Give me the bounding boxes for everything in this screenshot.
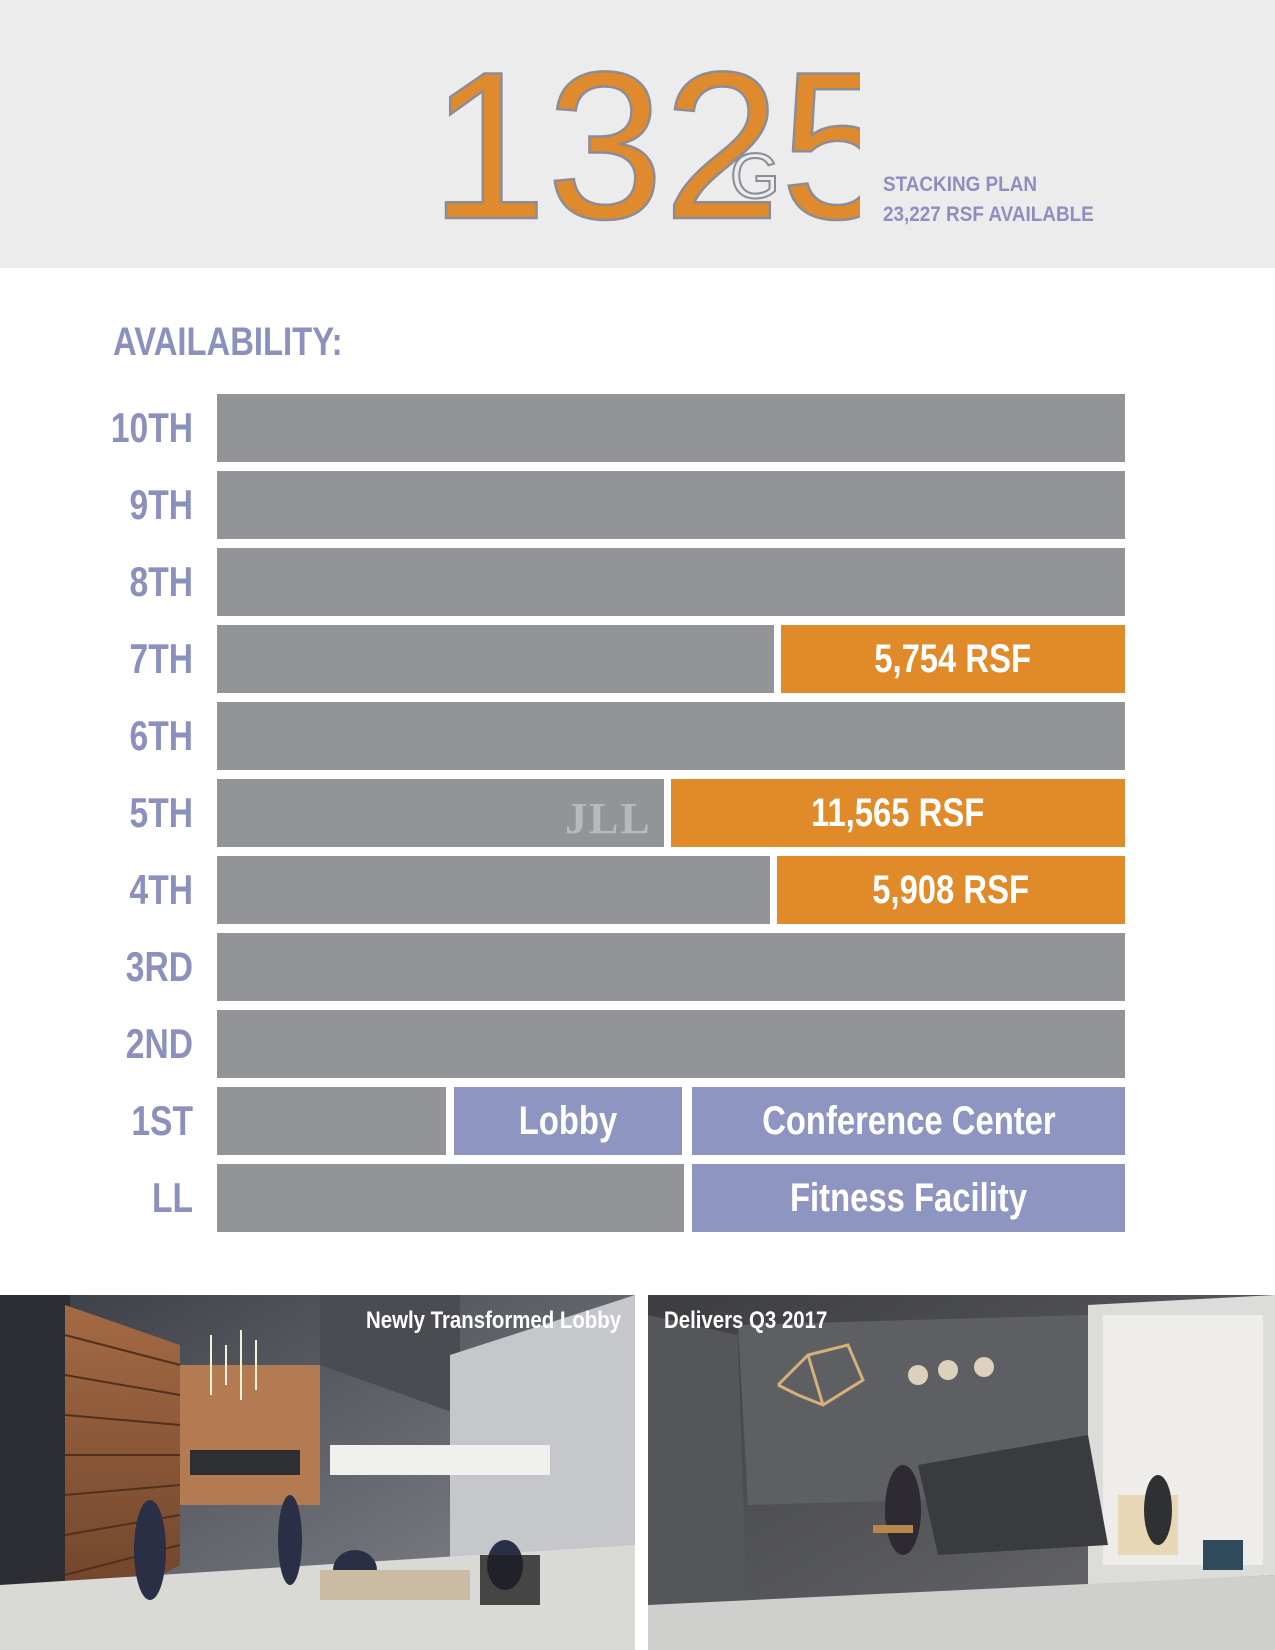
floor-bar-8th — [217, 548, 1125, 616]
logo-graphic: 1325 G — [429, 27, 899, 265]
amenity-lobby: Lobby — [454, 1087, 682, 1155]
floor-label-5th: 5TH — [129, 789, 193, 836]
floor-bar-1st-leased — [217, 1087, 446, 1155]
available-rsf-4th: 5,908 RSF — [872, 867, 1030, 912]
floor-bar-10th — [217, 394, 1125, 462]
fitness-photo-caption: Delivers Q3 2017 — [664, 1307, 828, 1334]
floor-bar-2nd — [217, 1010, 1125, 1078]
floor-label-4th: 4TH — [129, 866, 193, 913]
amenity-conference-center: Conference Center — [692, 1087, 1125, 1155]
amenity-fitness-facility: Fitness Facility — [692, 1164, 1125, 1232]
floor-bar-4th-available[interactable]: 5,908 RSF — [777, 856, 1125, 924]
logo-letter: G — [730, 140, 780, 212]
availability-title: AVAILABILITY: — [113, 320, 343, 364]
floor-bar-6th — [217, 702, 1125, 770]
lobby-photo: Newly Transformed Lobby — [0, 1295, 635, 1650]
floor-bar-3rd — [217, 933, 1125, 1001]
lobby-photo-caption: Newly Transformed Lobby — [365, 1307, 621, 1334]
building-logo: 1325 G — [429, 27, 899, 265]
fitness-photo: Delivers Q3 2017 — [648, 1295, 1275, 1650]
floor-bar-4th-leased — [217, 856, 770, 924]
floor-bar-ll-leased — [217, 1164, 684, 1232]
floor-label-10th: 10TH — [110, 404, 193, 451]
fitness-rendering-icon — [648, 1295, 1275, 1650]
floor-label-7th: 7TH — [129, 635, 193, 682]
floor-label-1st: 1ST — [131, 1097, 193, 1144]
stacking-plan-label: STACKING PLAN — [883, 173, 1037, 196]
logo-digits: 1325 — [430, 48, 860, 238]
floor-label-6th: 6TH — [129, 712, 193, 759]
jll-watermark: JLL — [565, 794, 652, 843]
floor-label-ll: LL — [151, 1174, 193, 1221]
floor-bar-7th-leased — [217, 625, 774, 693]
header-subtitle: STACKING PLAN 23,227 RSF AVAILABLE — [883, 170, 1094, 230]
floor-label-2nd: 2ND — [125, 1020, 193, 1067]
floor-label-9th: 9TH — [129, 481, 193, 528]
floor-label-3rd: 3RD — [125, 943, 193, 990]
amenity-lobby-label: Lobby — [518, 1098, 618, 1143]
available-rsf-5th: 11,565 RSF — [811, 790, 985, 835]
rsf-available-label: 23,227 RSF AVAILABLE — [883, 203, 1094, 226]
amenity-conference-center-label: Conference Center — [761, 1098, 1056, 1143]
floor-bar-5th-available[interactable]: 11,565 RSF — [671, 779, 1125, 847]
floor-bar-5th-leased — [217, 779, 664, 847]
header: 1325 G STACKING PLAN 23,227 RSF AVAILABL… — [0, 0, 1275, 268]
floor-bar-7th-available[interactable]: 5,754 RSF — [781, 625, 1125, 693]
floor-bar-9th — [217, 471, 1125, 539]
floor-label-8th: 8TH — [129, 558, 193, 605]
amenity-fitness-facility-label: Fitness Facility — [790, 1175, 1027, 1220]
available-rsf-7th: 5,754 RSF — [874, 636, 1032, 681]
lobby-rendering-icon — [0, 1295, 635, 1650]
